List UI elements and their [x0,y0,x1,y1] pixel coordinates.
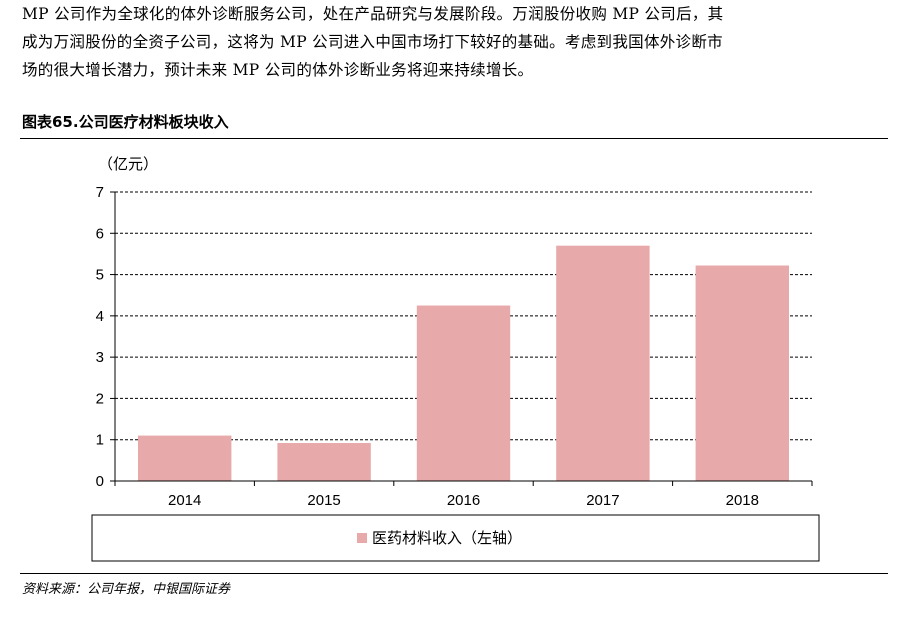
x-tick-label: 2018 [726,492,759,509]
bar [416,305,511,481]
intro-paragraph: MP 公司作为全球化的体外诊断服务公司，处在产品研究与发展阶段。万润股份收购 M… [22,0,887,84]
paragraph-line: MP 公司作为全球化的体外诊断服务公司，处在产品研究与发展阶段。万润股份收购 M… [22,5,724,23]
legend: 医药材料收入（左轴） [91,514,820,562]
bottom-rule [20,573,888,574]
bar [556,245,650,481]
legend-box [91,514,820,562]
paragraph-line: 成为万润股份的全资子公司，这将为 MP 公司进入中国市场打下较好的基础。考虑到我… [22,33,723,51]
y-tick-label: 4 [96,308,104,325]
paragraph-line: 场的很大增长潜力，预计未来 MP 公司的体外诊断业务将迎来持续增长。 [22,61,534,79]
y-tick-label: 7 [96,184,104,201]
x-tick-label: 2014 [168,492,201,509]
y-tick-labels: 0 1 2 3 4 5 6 7 [96,184,104,490]
bar [695,265,789,481]
y-tick-label: 3 [96,349,104,366]
y-tick-label: 1 [96,432,104,449]
bar [277,443,371,481]
bar [138,435,232,481]
x-axis: 2014 2015 2016 2017 2018 [114,192,813,509]
y-tick-label: 6 [96,225,104,242]
y-tick-label: 0 [96,473,104,490]
top-rule [20,138,888,139]
x-tick-label: 2016 [447,492,480,509]
legend-label: 医药材料收入（左轴） [372,529,522,547]
bars [138,245,789,481]
y-axis-label: （亿元） [98,155,158,173]
x-tick-label: 2015 [307,492,340,509]
legend-swatch [357,533,367,543]
x-tick-label: 2017 [586,492,619,509]
y-tick-label: 5 [96,267,104,284]
y-tick-label: 2 [96,390,104,407]
figure-title: 图表65.公司医疗材料板块收入 [22,113,229,131]
bar-chart: （亿元） 0 1 2 3 4 5 6 7 2014 2015 2016 2017 2018 医药材料收… [91,155,820,562]
source-note: 资料来源：公司年报，中银国际证券 [22,582,231,597]
